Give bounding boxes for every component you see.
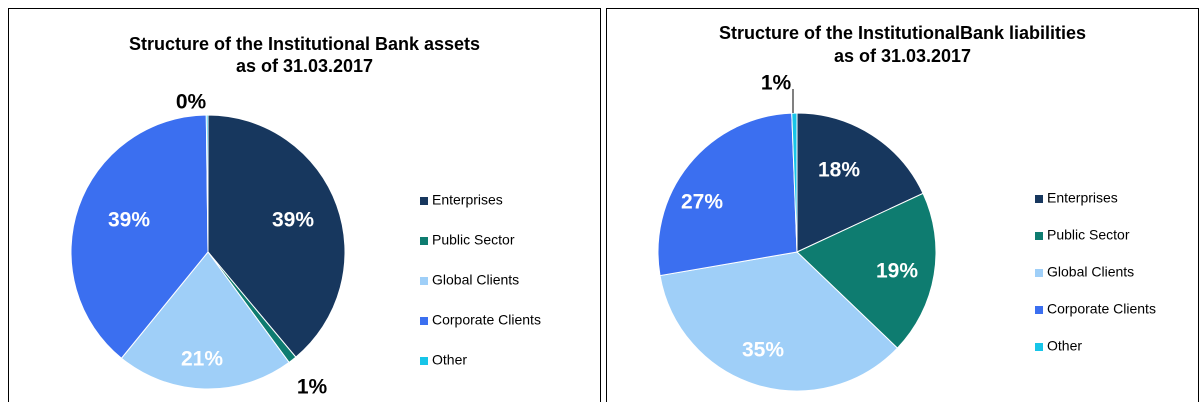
assets-slice-corporate-clients	[70, 114, 209, 359]
assets-slice-other	[205, 114, 209, 253]
assets-legend-label-corporate-clients: Corporate Clients	[432, 312, 541, 328]
liabilities-slice-corporate-clients	[657, 112, 798, 277]
liabilities-slice-other	[791, 112, 798, 253]
assets-slice-enterprises	[207, 114, 346, 358]
assets-legend-swatch-global-clients	[420, 277, 428, 285]
assets-legend-label-public-sector: Public Sector	[432, 232, 515, 248]
assets-chart-subtitle: as of 31.03.2017	[235, 56, 374, 76]
assets-legend-swatch-enterprises	[420, 197, 428, 205]
liabilities-legend-swatch-other	[1035, 343, 1043, 351]
assets-data-label-other: 0%	[176, 91, 207, 114]
liabilities-legend-label-public-sector: Public Sector	[1047, 227, 1130, 243]
liabilities-legend-swatch-public-sector	[1035, 232, 1043, 240]
liabilities-data-label-enterprises: 18%	[818, 159, 860, 182]
assets-data-label-corporate-clients: 39%	[108, 209, 150, 232]
liabilities-slice-enterprises	[796, 112, 924, 253]
liabilities-legend-swatch-enterprises	[1035, 195, 1043, 203]
liabilities-chart-subtitle: as of 31.03.2017	[833, 46, 972, 66]
liabilities-legend-label-global-clients: Global Clients	[1047, 264, 1134, 280]
assets-chart-title: Structure of the Institutional Bank asse…	[128, 34, 481, 54]
liabilities-legend-label-other: Other	[1047, 338, 1082, 354]
assets-legend-label-global-clients: Global Clients	[432, 272, 519, 288]
liabilities-slice-global-clients	[659, 251, 899, 392]
assets-legend-swatch-corporate-clients	[420, 317, 428, 325]
liabilities-data-label-public-sector: 19%	[876, 260, 918, 283]
assets-pie-chart: 39% 1% 21% 39% 0% Enterprises Public Sector Glo…	[70, 91, 541, 399]
assets-data-label-global-clients: 21%	[181, 348, 223, 371]
liabilities-legend-swatch-global-clients	[1035, 269, 1043, 277]
liabilities-data-label-corporate-clients: 27%	[681, 191, 723, 214]
assets-chart-panel: Structure of the Institutional Bank asse…	[8, 8, 601, 402]
liabilities-pie-chart: 18% 19% 35% 27% 1% Enterprises Public Sector Gl…	[657, 72, 1156, 392]
assets-data-label-enterprises: 39%	[272, 209, 314, 232]
liabilities-legend-label-corporate-clients: Corporate Clients	[1047, 301, 1156, 317]
liabilities-chart-title: Structure of the InstitutionalBank liabi…	[718, 23, 1087, 43]
liabilities-data-label-global-clients: 35%	[742, 339, 784, 362]
liabilities-data-label-other: 1%	[761, 72, 792, 95]
assets-legend-swatch-other	[420, 357, 428, 365]
liabilities-legend-swatch-corporate-clients	[1035, 306, 1043, 314]
liabilities-slice-public-sector	[796, 192, 937, 349]
assets-slice-global-clients	[120, 251, 290, 390]
assets-legend-swatch-public-sector	[420, 237, 428, 245]
liabilities-legend-label-enterprises: Enterprises	[1047, 190, 1118, 206]
assets-data-label-public-sector: 1%	[297, 376, 328, 399]
liabilities-chart-panel: Structure of the InstitutionalBank liabi…	[606, 8, 1199, 402]
assets-legend-label-other: Other	[432, 352, 467, 368]
assets-legend-label-enterprises: Enterprises	[432, 192, 503, 208]
